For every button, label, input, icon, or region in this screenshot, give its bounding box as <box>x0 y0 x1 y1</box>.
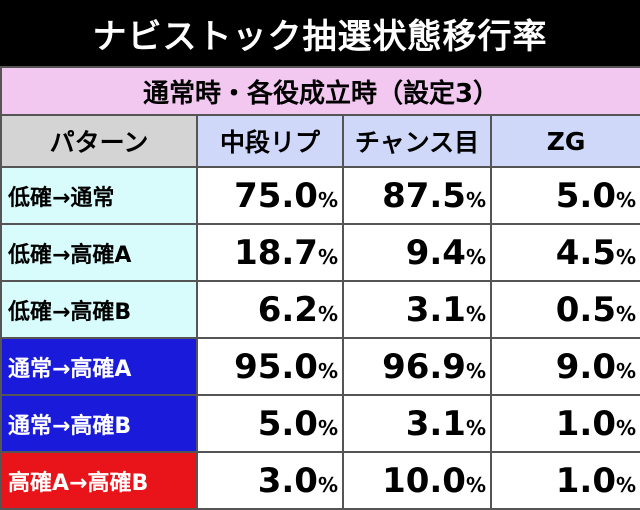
table-row: 低確→高確B 6.2% 3.1% 0.5% <box>0 280 640 339</box>
value-cell: 10.0% <box>342 451 492 510</box>
value-cell: 18.7% <box>196 223 344 282</box>
value-cell: 6.2% <box>196 280 344 339</box>
table-row: 通常→高確B 5.0% 3.1% 1.0% <box>0 394 640 453</box>
value-number: 3.1 <box>405 403 466 444</box>
percent-sign: % <box>317 244 338 269</box>
table-row: 低確→通常 75.0% 87.5% 5.0% <box>0 166 640 225</box>
value-cell: 3.1% <box>342 394 492 453</box>
value-cell: 3.1% <box>342 280 492 339</box>
percent-sign: % <box>317 415 338 440</box>
pattern-column-header: パターン <box>0 114 198 168</box>
value-number: 9.4 <box>405 232 466 273</box>
value-number: 5.0 <box>555 175 616 216</box>
percent-sign: % <box>317 301 338 326</box>
row-label: 高確A→高確B <box>0 451 198 510</box>
value-cell: 5.0% <box>196 394 344 453</box>
value-number: 3.1 <box>405 289 466 330</box>
percent-sign: % <box>615 301 637 326</box>
table-row: 高確A→高確B 3.0% 10.0% 1.0% <box>0 451 640 510</box>
value-number: 4.5 <box>555 232 616 273</box>
percent-sign: % <box>465 187 486 212</box>
value-cell: 87.5% <box>342 166 492 225</box>
value-number: 1.0 <box>555 403 616 444</box>
value-cell: 9.4% <box>342 223 492 282</box>
value-cell: 1.0% <box>489 451 640 510</box>
value-cell: 95.0% <box>196 337 344 396</box>
percent-sign: % <box>615 187 637 212</box>
value-number: 1.0 <box>555 460 616 501</box>
percent-sign: % <box>615 244 637 269</box>
value-number: 3.0 <box>257 460 318 501</box>
value-number: 5.0 <box>257 403 318 444</box>
percent-sign: % <box>465 358 486 383</box>
column-header-zg: ZG <box>489 114 640 168</box>
percent-sign: % <box>465 244 486 269</box>
row-label: 低確→高確A <box>0 223 198 282</box>
value-cell: 75.0% <box>196 166 344 225</box>
value-number: 87.5 <box>382 175 466 216</box>
value-number: 10.0 <box>382 460 466 501</box>
value-number: 6.2 <box>257 289 318 330</box>
transition-rate-table: 通常時・各役成立時（設定3） パターン 中段リプ チャンス目 ZG 低確→通常 … <box>0 66 640 510</box>
percent-sign: % <box>465 472 486 497</box>
column-header-chudan-rep: 中段リプ <box>196 114 344 168</box>
value-number: 18.7 <box>234 232 318 273</box>
percent-sign: % <box>317 187 338 212</box>
value-number: 95.0 <box>234 346 318 387</box>
percent-sign: % <box>615 358 637 383</box>
value-cell: 1.0% <box>489 394 640 453</box>
row-label: 通常→高確A <box>0 337 198 396</box>
page-title: ナビストック抽選状態移行率 <box>0 0 640 66</box>
table-row: 低確→高確A 18.7% 9.4% 4.5% <box>0 223 640 282</box>
value-cell: 96.9% <box>342 337 492 396</box>
percent-sign: % <box>465 301 486 326</box>
table-subtitle: 通常時・各役成立時（設定3） <box>0 66 640 116</box>
value-cell: 4.5% <box>489 223 640 282</box>
column-header-chance-me: チャンス目 <box>342 114 492 168</box>
table-row: 通常→高確A 95.0% 96.9% 9.0% <box>0 337 640 396</box>
value-cell: 9.0% <box>489 337 640 396</box>
row-label: 低確→高確B <box>0 280 198 339</box>
value-cell: 5.0% <box>489 166 640 225</box>
value-cell: 3.0% <box>196 451 344 510</box>
row-label: 通常→高確B <box>0 394 198 453</box>
percent-sign: % <box>317 472 338 497</box>
value-number: 96.9 <box>382 346 466 387</box>
percent-sign: % <box>465 415 486 440</box>
percent-sign: % <box>615 472 637 497</box>
row-label: 低確→通常 <box>0 166 198 225</box>
value-cell: 0.5% <box>489 280 640 339</box>
value-number: 0.5 <box>555 289 616 330</box>
value-number: 9.0 <box>555 346 616 387</box>
percent-sign: % <box>615 415 637 440</box>
value-number: 75.0 <box>234 175 318 216</box>
percent-sign: % <box>317 358 338 383</box>
